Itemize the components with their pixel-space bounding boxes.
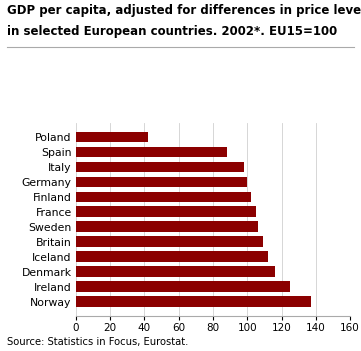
Bar [76,237,263,247]
Bar [76,221,258,232]
Bar [76,282,290,292]
Bar [76,296,311,307]
Bar [76,192,251,202]
Bar [76,251,268,262]
Bar [76,132,148,143]
Bar [76,266,275,277]
Bar [76,177,247,187]
Text: GDP per capita, adjusted for differences in price levels,: GDP per capita, adjusted for differences… [7,4,361,16]
Bar [76,147,227,157]
Text: in selected European countries. 2002*. EU15=100: in selected European countries. 2002*. E… [7,25,338,38]
Bar [76,161,244,172]
Text: Source: Statistics in Focus, Eurostat.: Source: Statistics in Focus, Eurostat. [7,338,188,347]
Bar [76,206,256,217]
